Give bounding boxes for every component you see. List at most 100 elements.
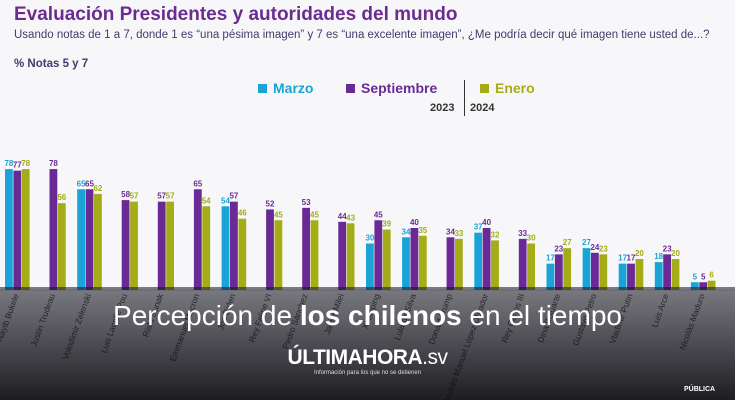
year-2023-label: 2023 <box>430 102 455 114</box>
bar-septiembre-7 <box>266 209 274 290</box>
bar-label-septiembre-5: 65 <box>193 179 202 188</box>
bar-septiembre-3 <box>121 200 130 290</box>
headline-pre: Percepción de <box>113 300 300 331</box>
bar-septiembre-8 <box>302 207 310 290</box>
bar-enero-8 <box>310 220 319 290</box>
brand-suffix: .sv <box>422 346 448 369</box>
legend-label-septiembre: Septiembre <box>361 80 438 96</box>
bar-septiembre-2 <box>85 189 94 290</box>
bar-enero-2 <box>94 193 102 290</box>
bar-septiembre-18 <box>663 254 671 290</box>
bar-label-enero-2: 62 <box>93 184 102 193</box>
bar-marzo-2 <box>77 189 85 290</box>
legend-label-marzo: Marzo <box>273 80 314 96</box>
bar-septiembre-17 <box>627 263 635 290</box>
bar-marzo-19 <box>690 282 699 290</box>
bar-label-septiembre-6: 57 <box>229 192 238 201</box>
bar-marzo-0 <box>5 169 13 290</box>
bar-enero-15 <box>563 248 572 290</box>
bar-label-septiembre-9: 44 <box>338 212 347 221</box>
legend-item-enero: Enero <box>480 80 535 96</box>
bar-septiembre-4 <box>157 201 166 290</box>
bar-label-marzo-17: 17 <box>618 254 627 263</box>
bar-enero-7 <box>274 220 283 290</box>
bar-enero-5 <box>202 206 211 290</box>
bar-label-enero-8: 45 <box>310 210 319 219</box>
bar-marzo-6 <box>221 206 230 290</box>
bar-enero-17 <box>635 259 644 290</box>
bar-label-septiembre-1: 78 <box>49 159 58 168</box>
year-divider <box>464 80 465 116</box>
bar-enero-13 <box>491 240 499 290</box>
bar-label-enero-17: 20 <box>635 249 644 258</box>
bar-label-septiembre-7: 52 <box>266 199 275 208</box>
bar-label-septiembre-13: 40 <box>482 218 491 227</box>
bar-septiembre-16 <box>591 252 599 290</box>
bar-septiembre-11 <box>410 228 419 290</box>
legend-swatch-marzo <box>258 84 267 93</box>
bar-label-marzo-15: 17 <box>546 254 555 263</box>
legend-swatch-septiembre <box>346 84 355 93</box>
bar-label-enero-1: 56 <box>57 193 66 202</box>
bar-label-septiembre-8: 53 <box>302 198 311 207</box>
bar-label-enero-13: 32 <box>491 230 500 239</box>
bar-label-marzo-6: 54 <box>221 196 230 205</box>
year-2024-label: 2024 <box>470 102 495 114</box>
bar-septiembre-1 <box>49 169 58 290</box>
bar-label-enero-16: 23 <box>599 244 608 253</box>
bar-enero-1 <box>57 203 66 290</box>
bar-septiembre-15 <box>554 254 563 290</box>
bar-label-enero-0: 78 <box>21 159 30 168</box>
bar-label-enero-7: 45 <box>274 210 283 219</box>
bar-label-enero-5: 54 <box>202 196 211 205</box>
bar-septiembre-5 <box>193 189 202 290</box>
bar-label-marzo-11: 34 <box>402 227 411 236</box>
source-logo: PÚBLICA <box>684 386 716 393</box>
bar-septiembre-13 <box>482 228 491 290</box>
bar-marzo-11 <box>402 237 410 290</box>
bar-marzo-15 <box>546 263 555 290</box>
bar-label-enero-19: 6 <box>709 271 714 280</box>
bar-label-marzo-0: 78 <box>4 159 13 168</box>
bar-enero-19 <box>707 280 716 290</box>
bar-label-enero-4: 57 <box>166 192 175 201</box>
brand-tagline: Información para los que no se detienen <box>313 370 422 376</box>
bar-label-septiembre-12: 34 <box>446 227 455 236</box>
bar-label-marzo-16: 27 <box>582 238 591 247</box>
bar-enero-6 <box>238 218 247 290</box>
bar-enero-10 <box>382 229 391 290</box>
bar-label-septiembre-16: 24 <box>590 243 599 252</box>
bar-septiembre-9 <box>338 221 347 290</box>
bar-marzo-10 <box>366 243 374 290</box>
bar-marzo-18 <box>654 262 663 290</box>
bar-label-septiembre-14: 33 <box>518 229 527 238</box>
bar-enero-9 <box>346 223 355 290</box>
bar-label-enero-18: 20 <box>671 249 680 258</box>
bar-enero-0 <box>21 169 30 290</box>
bar-enero-11 <box>418 235 427 290</box>
chart-note: % Notas 5 y 7 <box>14 58 89 70</box>
bar-marzo-17 <box>618 263 627 290</box>
bar-septiembre-10 <box>374 220 383 290</box>
bar-label-marzo-19: 5 <box>693 272 698 281</box>
bar-label-septiembre-4: 57 <box>157 192 166 201</box>
bar-label-septiembre-18: 23 <box>663 244 672 253</box>
bar-label-marzo-18: 18 <box>654 252 663 261</box>
bar-label-enero-6: 46 <box>238 209 247 218</box>
bar-label-septiembre-10: 45 <box>374 210 383 219</box>
bar-label-septiembre-11: 40 <box>410 218 419 227</box>
bar-enero-4 <box>166 201 174 290</box>
bar-label-marzo-13: 37 <box>474 223 483 232</box>
bar-label-enero-10: 39 <box>382 220 391 229</box>
bar-label-enero-9: 43 <box>346 213 355 222</box>
bar-enero-18 <box>671 259 680 290</box>
legend-item-marzo: Marzo <box>258 80 313 96</box>
bar-septiembre-19 <box>699 282 708 290</box>
headline-post: en el tiempo <box>461 300 622 331</box>
bar-label-septiembre-17: 17 <box>627 254 636 263</box>
bar-label-septiembre-15: 23 <box>554 244 563 253</box>
bar-septiembre-12 <box>446 237 455 290</box>
caption-overlay <box>0 287 735 400</box>
bar-label-marzo-2: 65 <box>77 179 86 188</box>
brand-name: ÚLTIMAHORA <box>287 346 423 369</box>
